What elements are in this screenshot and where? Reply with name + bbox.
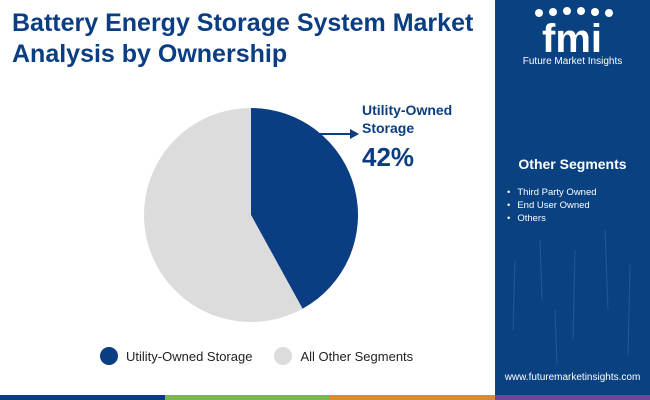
callout-value: 42% bbox=[362, 142, 415, 172]
legend-label-other: All Other Segments bbox=[300, 348, 414, 364]
svg-text:fmi: fmi bbox=[542, 17, 602, 56]
callout: Utility-Owned Storage 42% bbox=[362, 101, 452, 172]
legend-label-utility: Utility-Owned Storage bbox=[126, 348, 253, 364]
title-line-2: Analysis by Ownership bbox=[12, 40, 288, 68]
callout-label-line-2: Storage bbox=[362, 120, 415, 136]
legend-swatch-other bbox=[274, 347, 293, 365]
callout-arrow bbox=[318, 129, 359, 139]
pie-chart bbox=[143, 108, 359, 322]
other-segment-item: Others bbox=[507, 212, 597, 225]
pie-slices bbox=[143, 108, 358, 322]
fmi-logo-mark: fmi bbox=[535, 7, 613, 56]
sidebar: fmi Future Market Insights Other Segment… bbox=[495, 0, 650, 395]
fmi-logo: fmi Future Market Insights bbox=[495, 0, 650, 78]
callout-label-line-1: Utility-Owned bbox=[362, 102, 453, 118]
bottom-color-bar bbox=[0, 395, 650, 400]
other-segments-title: Other Segments bbox=[518, 156, 627, 172]
website-url: www.futuremarketinsights.com bbox=[504, 372, 641, 383]
bar-seg-2 bbox=[165, 395, 330, 400]
page-title: Battery Energy Storage System Market Ana… bbox=[12, 8, 492, 70]
pie-slice-utility-owned-storage bbox=[251, 108, 358, 309]
bar-seg-3 bbox=[330, 395, 495, 400]
title-line-1: Battery Energy Storage System Market bbox=[12, 9, 474, 37]
other-segments-list: Third Party Owned End User Owned Others bbox=[507, 186, 597, 225]
bar-seg-4 bbox=[495, 395, 650, 400]
bar-seg-1 bbox=[0, 395, 165, 400]
legend-swatch-utility bbox=[100, 347, 118, 365]
chart-legend: Utility-Owned Storage All Other Segments bbox=[100, 347, 435, 365]
legend-item-other: All Other Segments bbox=[274, 347, 413, 365]
legend-item-utility: Utility-Owned Storage bbox=[100, 347, 252, 365]
logo-subtitle: Future Market Insights bbox=[522, 56, 623, 67]
other-segment-item: End User Owned bbox=[507, 199, 597, 212]
pie-slice-all-other-segments bbox=[143, 108, 303, 322]
other-segment-item: Third Party Owned bbox=[507, 186, 596, 199]
